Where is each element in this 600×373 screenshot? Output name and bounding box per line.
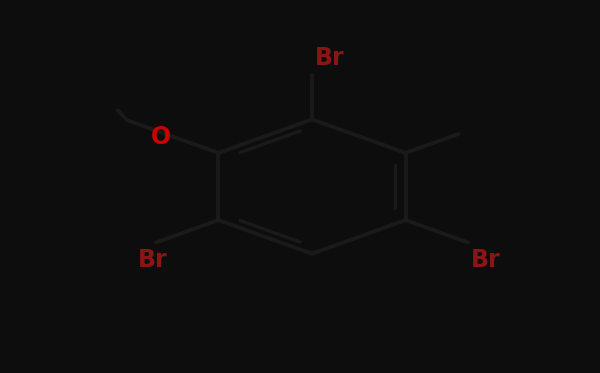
Text: O: O (151, 125, 170, 149)
Text: Br: Br (471, 248, 500, 272)
Text: Br: Br (315, 46, 344, 70)
Text: Br: Br (139, 248, 168, 272)
